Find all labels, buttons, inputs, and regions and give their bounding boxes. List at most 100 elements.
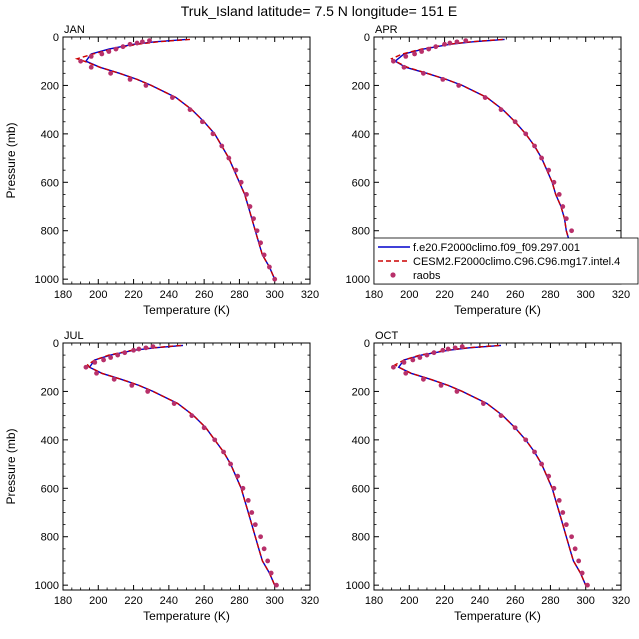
series-line-model1	[84, 38, 276, 280]
panel-jan: JAN 180 200 220 240 260 280 300 320 0 200 400 600 800…	[4, 24, 319, 317]
raobs-point	[401, 64, 407, 70]
y-tick-label: 800	[41, 226, 59, 238]
y-tick-label: 800	[352, 532, 370, 544]
raobs-point	[252, 522, 258, 528]
x-tick-label: 280	[230, 289, 248, 301]
plot-frame	[373, 342, 622, 591]
raobs-point	[440, 347, 446, 353]
y-tick-label: 0	[53, 338, 59, 350]
legend-entry: CESM2.F2000climo.C96.C96.mg17.intel.4	[413, 256, 620, 268]
raobs-point	[572, 546, 578, 552]
raobs-point	[212, 437, 218, 443]
x-tick-label: 300	[577, 289, 595, 301]
raobs-point	[143, 83, 149, 88]
raobs-point	[454, 389, 460, 394]
y-tick-label: 1000	[346, 274, 370, 286]
raobs-point	[122, 350, 128, 356]
raobs-point	[219, 143, 225, 149]
x-axis-label: Temperature (K)	[454, 303, 541, 317]
raobs-point	[136, 346, 142, 352]
panel-apr: APR 180 200 220 240 260 280 300 320 0 200 400 600 800…	[346, 24, 639, 317]
x-axis-label: Temperature (K)	[454, 609, 541, 623]
raobs-point	[391, 58, 396, 64]
raobs-point	[442, 41, 447, 47]
raobs-point	[426, 46, 432, 52]
x-tick-label: 260	[506, 595, 524, 607]
plot-frame	[62, 342, 311, 591]
plot-frame	[62, 36, 311, 285]
raobs-point	[569, 534, 574, 540]
raobs-point	[244, 192, 249, 197]
raobs-point	[546, 473, 552, 479]
raobs-point	[249, 510, 255, 515]
raobs-point	[498, 107, 504, 113]
raobs-point	[233, 167, 239, 173]
raobs-point	[546, 167, 552, 173]
raobs-point	[563, 522, 569, 528]
panel-jul: JUL 180 200 220 240 260 280 300 320 0 200 400 600 800…	[4, 330, 319, 623]
x-tick-label: 200	[400, 595, 418, 607]
raobs-point	[78, 58, 84, 64]
legend-box	[373, 237, 639, 285]
x-tick-label: 180	[365, 595, 383, 607]
y-tick-label: 1000	[35, 274, 59, 286]
x-tick-label: 280	[541, 289, 559, 301]
legend-marker	[390, 272, 396, 278]
raobs-point	[258, 534, 263, 540]
raobs-point	[127, 41, 133, 47]
x-axis-label: Temperature (K)	[143, 609, 230, 623]
raobs-point	[147, 38, 152, 44]
raobs-point	[579, 570, 585, 576]
x-tick-label: 180	[54, 595, 72, 607]
x-tick-label: 320	[612, 595, 630, 607]
raobs-point	[523, 131, 529, 137]
x-tick-label: 320	[301, 289, 319, 301]
raobs-point	[115, 352, 121, 358]
raobs-point	[221, 449, 226, 455]
panel-oct: OCT 180 200 220 240 260 280 300 320 0 200 400 600 800…	[346, 330, 631, 623]
raobs-point	[551, 485, 557, 491]
panel-label: JAN	[64, 24, 85, 36]
raobs-point	[532, 143, 537, 149]
raobs-point	[129, 382, 135, 388]
y-tick-label: 0	[53, 32, 59, 44]
legend: f.e20.F2000climo.f09_f09.297.001 CESM2.F2…	[373, 237, 639, 285]
raobs-point	[456, 83, 462, 88]
raobs-point	[417, 355, 423, 360]
y-tick-label: 400	[352, 129, 370, 141]
panel-label: OCT	[375, 330, 399, 342]
y-tick-label: 800	[352, 226, 370, 238]
raobs-point	[482, 95, 488, 100]
y-axis-label: Pressure (mb)	[4, 428, 18, 504]
x-tick-label: 260	[195, 289, 213, 301]
raobs-point	[127, 76, 133, 82]
raobs-point	[421, 70, 426, 76]
raobs-point	[267, 264, 272, 270]
raobs-point	[556, 192, 562, 197]
raobs-point	[454, 39, 460, 45]
y-tick-label: 600	[41, 483, 59, 495]
x-tick-label: 240	[471, 595, 489, 607]
raobs-point	[88, 64, 94, 70]
x-tick-label: 220	[124, 595, 142, 607]
legend-entry: f.e20.F2000climo.f09_f09.297.001	[413, 242, 580, 254]
raobs-point	[539, 155, 545, 161]
raobs-point	[235, 473, 241, 479]
raobs-point	[560, 204, 566, 209]
raobs-point	[83, 364, 89, 370]
y-tick-label: 600	[41, 177, 59, 189]
raobs-point	[463, 38, 469, 44]
raobs-point	[445, 346, 451, 352]
raobs-point	[210, 131, 216, 137]
raobs-point	[228, 461, 234, 467]
x-tick-label: 240	[160, 289, 178, 301]
raobs-point	[563, 216, 569, 222]
raobs-point	[498, 413, 504, 419]
raobs-point	[94, 370, 99, 376]
y-tick-label: 200	[352, 386, 370, 398]
raobs-point	[274, 582, 279, 588]
raobs-point	[480, 401, 486, 406]
legend-entry: raobs	[413, 270, 441, 282]
raobs-point	[258, 240, 263, 246]
